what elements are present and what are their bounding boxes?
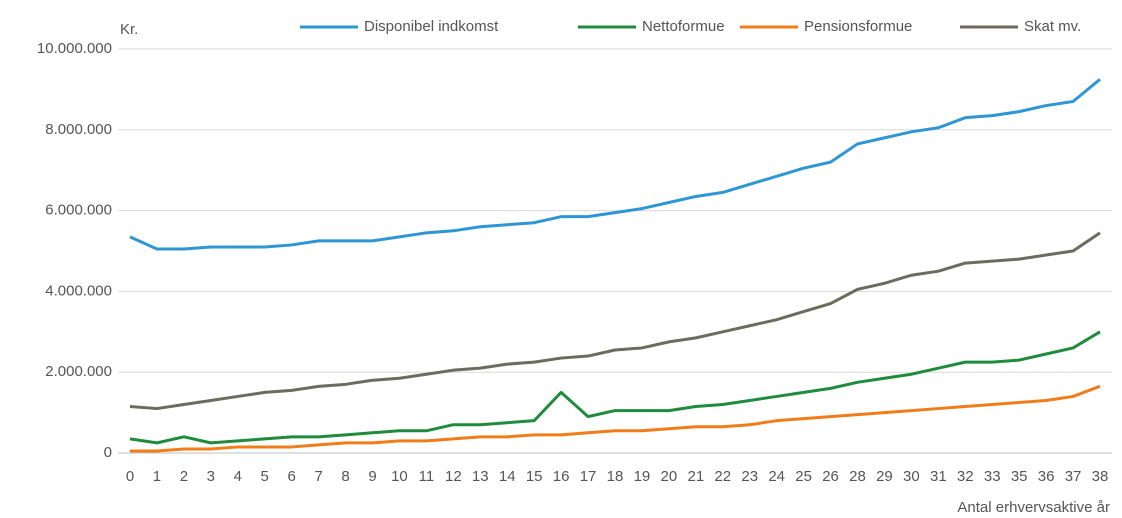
x-axis-label: Antal erhvervsaktive år	[957, 499, 1110, 516]
x-tick-label: 11	[419, 468, 435, 485]
x-tick-label: 8	[341, 468, 349, 485]
x-tick-label: 23	[741, 468, 758, 485]
x-tick-label: 32	[957, 468, 974, 485]
x-tick-label: 24	[768, 468, 785, 485]
x-tick-label: 0	[126, 468, 134, 485]
x-tick-label: 17	[580, 468, 597, 485]
x-tick-label: 28	[849, 468, 866, 485]
x-tick-label: 1	[153, 468, 161, 485]
legend-label: Disponibel indkomst	[364, 18, 499, 35]
x-tick-label: 26	[822, 468, 839, 485]
x-tick-label: 33	[984, 468, 1001, 485]
y-axis-label: Kr.	[120, 21, 138, 38]
x-tick-label: 35	[1011, 468, 1028, 485]
x-tick-label: 2	[180, 468, 188, 485]
series-line	[129, 330, 1101, 445]
x-tick-label: 14	[499, 468, 516, 485]
x-tick-label: 16	[553, 468, 570, 485]
x-tick-label: 30	[903, 468, 920, 485]
legend-label: Pensionsformue	[804, 18, 912, 35]
x-tick-label: 37	[1065, 468, 1082, 485]
x-tick-label: 18	[607, 468, 624, 485]
x-tick-label: 22	[714, 468, 731, 485]
x-tick-label: 9	[368, 468, 376, 485]
y-tick-label: 4.000.000	[45, 282, 112, 299]
x-tick-label: 7	[314, 468, 322, 485]
y-tick-label: 8.000.000	[45, 121, 112, 138]
y-tick-label: 0	[104, 444, 112, 461]
legend-label: Nettoformue	[642, 18, 725, 35]
x-tick-label: 38	[1092, 468, 1109, 485]
legend-label: Skat mv.	[1024, 18, 1081, 35]
x-tick-label: 19	[634, 468, 651, 485]
x-tick-label: 29	[876, 468, 893, 485]
x-tick-label: 20	[661, 468, 678, 485]
series-line	[130, 384, 1101, 453]
x-tick-label: 31	[930, 468, 947, 485]
x-tick-label: 21	[687, 468, 704, 485]
series-line	[129, 231, 1101, 411]
x-tick-label: 12	[445, 468, 462, 485]
x-tick-label: 6	[287, 468, 295, 485]
x-tick-label: 4	[234, 468, 242, 485]
y-tick-label: 10.000.000	[37, 40, 112, 57]
x-tick-label: 15	[526, 468, 543, 485]
x-tick-label: 25	[795, 468, 812, 485]
series-line	[129, 78, 1101, 251]
x-tick-label: 5	[261, 468, 269, 485]
x-tick-label: 36	[1038, 468, 1055, 485]
y-tick-label: 2.000.000	[45, 363, 112, 380]
x-tick-label: 3	[207, 468, 215, 485]
x-tick-label: 13	[472, 468, 489, 485]
y-tick-label: 6.000.000	[45, 202, 112, 219]
x-tick-label: 10	[391, 468, 408, 485]
